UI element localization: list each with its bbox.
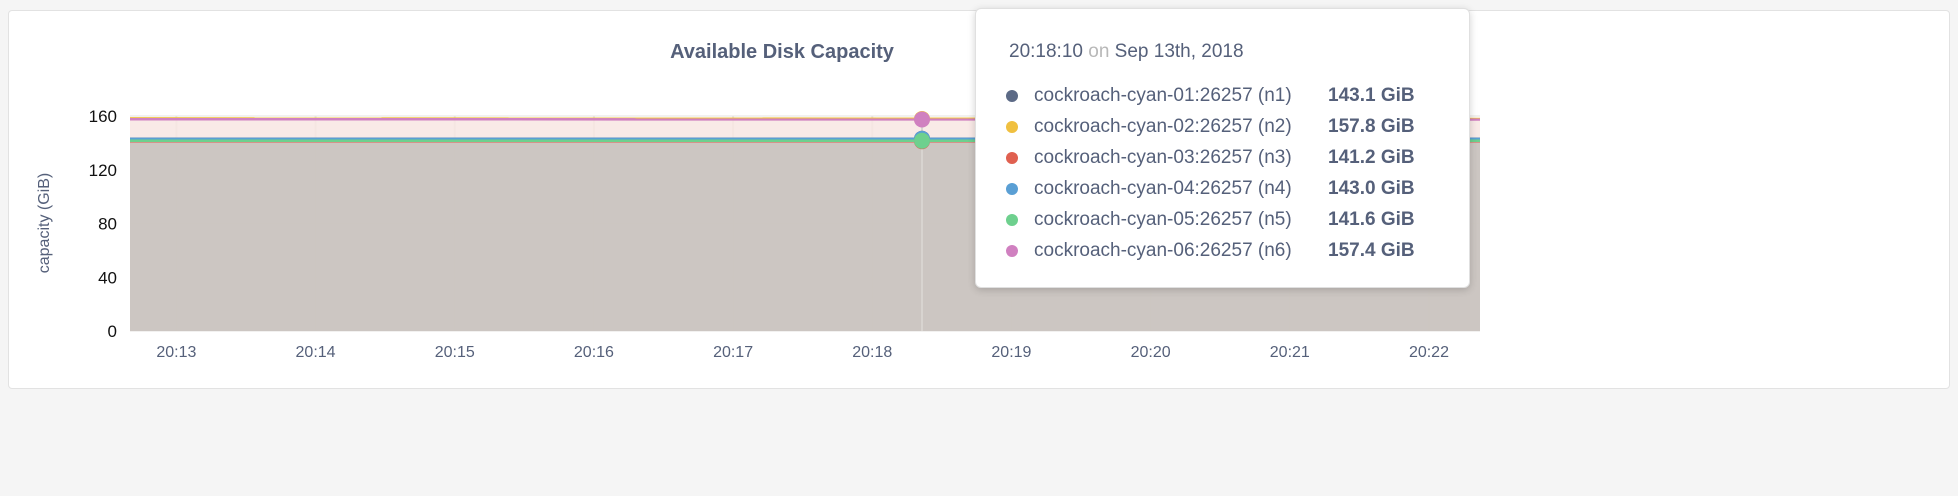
series-value: 141.2 GiB (1328, 147, 1415, 168)
y-tick-label: 120 (89, 161, 117, 180)
y-tick-label: 0 (108, 322, 117, 341)
tooltip-row: cockroach-cyan-05:26257 (n5) 141.6 GiB (1006, 205, 1415, 235)
series-color-dot (1006, 183, 1018, 195)
series-color-dot (1006, 90, 1018, 102)
x-tick-label: 20:18 (852, 344, 892, 361)
y-axis-label: capacity (GiB) (36, 173, 53, 273)
x-tick-label: 20:17 (713, 344, 753, 361)
tooltip-header: 20:18:10 on Sep 13th, 2018 (1009, 41, 1244, 63)
y-tick-label: 160 (89, 107, 117, 126)
tooltip-row: cockroach-cyan-06:26257 (n6) 157.4 GiB (1006, 236, 1415, 266)
x-tick-label: 20:19 (991, 344, 1031, 361)
x-tick-label: 20:20 (1131, 344, 1171, 361)
series-color-dot (1006, 245, 1018, 257)
series-name: cockroach-cyan-05:26257 (n5) (1034, 209, 1292, 230)
series-name: cockroach-cyan-03:26257 (n3) (1034, 147, 1292, 168)
tooltip-row: cockroach-cyan-01:26257 (n1) 143.1 GiB (1006, 81, 1415, 111)
series-name: cockroach-cyan-01:26257 (n1) (1034, 85, 1292, 106)
x-tick-label: 20:14 (296, 344, 336, 361)
hover-point (914, 132, 930, 149)
tooltip: 20:18:10 on Sep 13th, 2018 cockroach-cya… (975, 8, 1470, 288)
tooltip-on: on (1088, 41, 1110, 62)
series-value: 141.6 GiB (1328, 209, 1415, 230)
tooltip-date: Sep 13th, 2018 (1114, 41, 1244, 62)
chart-title: Available Disk Capacity (670, 41, 895, 63)
x-tick-label: 20:22 (1409, 344, 1449, 361)
series-name: cockroach-cyan-04:26257 (n4) (1034, 178, 1292, 199)
series-value: 143.0 GiB (1328, 178, 1415, 199)
x-tick-label: 20:21 (1270, 344, 1310, 361)
x-tick-label: 20:13 (156, 344, 196, 361)
y-tick-label: 80 (98, 215, 117, 234)
series-color-dot (1006, 121, 1018, 133)
series-value: 143.1 GiB (1328, 85, 1415, 106)
tooltip-row: cockroach-cyan-03:26257 (n3) 141.2 GiB (1006, 143, 1415, 173)
series-value: 157.4 GiB (1328, 240, 1415, 261)
series-value: 157.8 GiB (1328, 116, 1415, 137)
x-tick-label: 20:15 (435, 344, 475, 361)
hover-point (914, 111, 930, 128)
series-name: cockroach-cyan-06:26257 (n6) (1034, 240, 1292, 261)
tooltip-row: cockroach-cyan-02:26257 (n2) 157.8 GiB (1006, 112, 1415, 142)
y-tick-label: 40 (98, 268, 117, 287)
x-tick-label: 20:16 (574, 344, 614, 361)
series-name: cockroach-cyan-02:26257 (n2) (1034, 116, 1292, 137)
tooltip-row: cockroach-cyan-04:26257 (n4) 143.0 GiB (1006, 174, 1415, 204)
tooltip-time: 20:18:10 (1009, 41, 1083, 62)
series-color-dot (1006, 214, 1018, 226)
series-color-dot (1006, 152, 1018, 164)
